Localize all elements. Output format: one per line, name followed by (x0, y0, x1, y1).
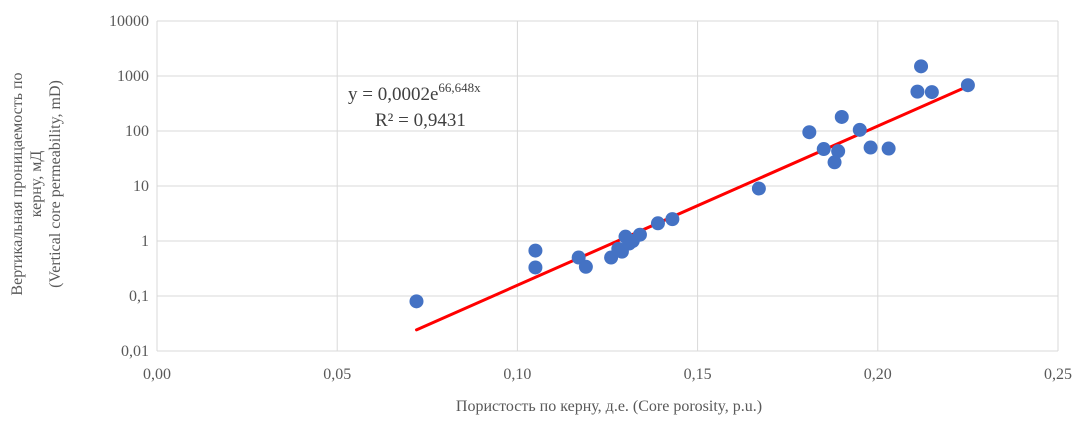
x-axis-ticks: 0,00 0,05 0,10 0,15 0,20 0,25 (143, 366, 1072, 383)
x-tick-label: 0,10 (503, 366, 531, 383)
y-axis-title-line-2: керну, мД (28, 151, 45, 218)
data-point (632, 227, 647, 242)
data-point (960, 78, 975, 93)
data-point (751, 181, 766, 196)
trendline-group (414, 84, 970, 332)
y-axis-title: Вертикальная проницаемость по керну, мД … (9, 72, 64, 295)
y-tick-label: 0,01 (121, 343, 149, 360)
y-axis-title-line-3: (Vertical core permeability, mD) (47, 80, 64, 288)
data-point (802, 125, 817, 140)
trendline-equation: y = 0,0002e66,648x R² = 0,9431 (348, 80, 481, 131)
y-tick-label: 0,1 (129, 288, 149, 305)
r-squared-label: R² = 0,9431 (375, 110, 466, 131)
data-point (528, 243, 543, 258)
data-point (578, 259, 593, 274)
data-point (910, 84, 925, 99)
data-point (831, 144, 846, 159)
data-points (409, 59, 975, 309)
grid (156, 20, 1059, 352)
data-point (665, 212, 680, 227)
data-point (914, 59, 929, 74)
y-axis-ticks: 0,01 0,1 1 10 100 1000 10000 (109, 13, 149, 360)
data-point (650, 216, 665, 231)
data-point (827, 155, 842, 170)
x-tick-label: 0,25 (1044, 366, 1072, 383)
data-point (924, 85, 939, 100)
x-tick-label: 0,05 (323, 366, 351, 383)
x-axis-title: Пористость по керну, д.е. (Core porosity… (456, 398, 762, 415)
y-tick-label: 1000 (117, 68, 149, 85)
data-point (881, 141, 896, 156)
y-tick-label: 10 (133, 178, 149, 195)
x-tick-label: 0,20 (864, 366, 892, 383)
data-point (863, 140, 878, 155)
trendline (414, 84, 970, 332)
y-tick-label: 1 (141, 233, 149, 250)
x-tick-label: 0,00 (143, 366, 171, 383)
y-tick-label: 10000 (109, 13, 149, 30)
y-axis-title-line-1: Вертикальная проницаемость по (9, 72, 26, 295)
x-tick-label: 0,15 (684, 366, 712, 383)
data-point (852, 122, 867, 137)
data-point (528, 260, 543, 275)
data-point (834, 109, 849, 124)
svg-text:y = 0,0002e66,648x: y = 0,0002e66,648x (348, 80, 481, 105)
data-point (816, 142, 831, 157)
equation-exponent: 66,648x (438, 80, 481, 95)
equation-base: y = 0,0002e (348, 84, 438, 105)
data-point (409, 294, 424, 309)
y-tick-label: 100 (125, 123, 149, 140)
